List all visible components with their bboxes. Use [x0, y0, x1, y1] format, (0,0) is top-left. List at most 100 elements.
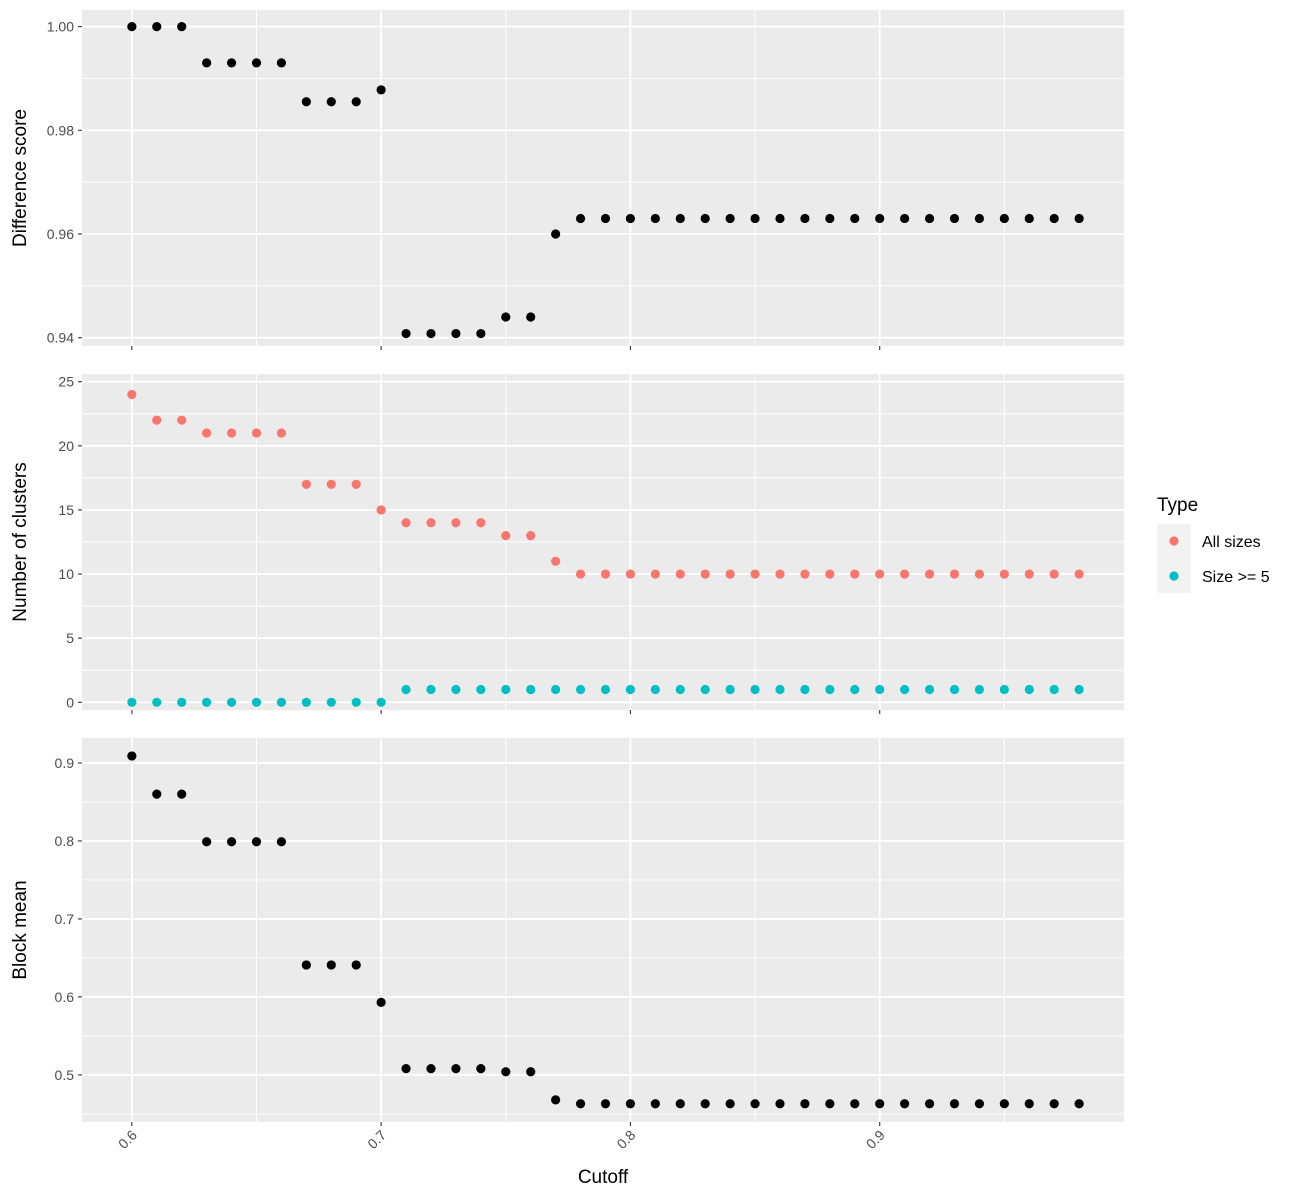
legend-key: [1169, 571, 1179, 581]
data-point: [226, 837, 237, 847]
data-point: [526, 1067, 536, 1077]
data-point: [825, 1099, 835, 1109]
data-point: [949, 569, 960, 579]
data-point: [376, 85, 386, 95]
data-point: [301, 697, 311, 707]
x-tick-label: 0.8: [613, 1127, 638, 1152]
data-point: [426, 328, 436, 339]
data-point: [152, 415, 162, 425]
data-point: [924, 213, 935, 224]
data-point: [401, 518, 411, 528]
series-clusters-1: [127, 684, 1084, 707]
data-point: [152, 21, 162, 32]
data-point: [900, 1099, 910, 1109]
data-point: [650, 1099, 660, 1109]
data-point: [152, 789, 162, 799]
data-point: [750, 1099, 760, 1109]
data-point: [1024, 213, 1034, 224]
y-tick-label: 1.00: [47, 19, 74, 35]
data-point: [949, 684, 960, 695]
data-point: [1024, 1099, 1034, 1109]
data-point: [700, 684, 710, 695]
data-point: [401, 1064, 411, 1074]
data-point: [301, 960, 311, 970]
data-point: [476, 518, 486, 528]
y-tick-label: 25: [58, 374, 74, 390]
legend: Type All sizes Size >= 5: [1157, 495, 1270, 593]
data-point: [326, 479, 336, 489]
data-point: [900, 213, 910, 224]
data-point: [775, 569, 785, 579]
x-axis-title: Cutoff: [578, 1167, 629, 1188]
legend-label: All sizes: [1202, 534, 1261, 551]
data-point: [251, 697, 262, 707]
data-point: [800, 1099, 810, 1109]
data-point: [650, 569, 660, 579]
data-point: [949, 1099, 960, 1109]
y-tick-label: 0.5: [55, 1067, 75, 1083]
data-point: [301, 479, 311, 489]
data-point: [900, 684, 910, 695]
data-point: [177, 789, 187, 799]
data-point: [551, 684, 561, 695]
data-point: [376, 697, 386, 707]
data-point: [276, 428, 287, 438]
data-point: [501, 312, 511, 322]
data-point: [476, 328, 486, 339]
data-point: [301, 97, 311, 107]
data-point: [202, 428, 212, 438]
y-tick-label: 5: [66, 630, 74, 646]
data-point: [850, 213, 860, 224]
data-point: [650, 213, 660, 224]
data-point: [825, 684, 835, 695]
panel-clusters: 0 5 10 15 20 25 Number of clusters: [10, 374, 1124, 714]
series-blockmean-0: [127, 751, 1084, 1109]
data-point: [700, 569, 710, 579]
data-point: [999, 569, 1009, 579]
data-point: [700, 1099, 710, 1109]
data-point: [426, 684, 436, 695]
data-point: [276, 697, 287, 707]
data-point: [625, 1099, 636, 1109]
data-point: [725, 569, 735, 579]
data-point: [575, 684, 586, 695]
data-point: [202, 58, 212, 68]
data-point: [800, 213, 810, 224]
data-point: [526, 684, 536, 695]
data-point: [276, 58, 287, 68]
x-tick-label: 0.7: [364, 1127, 389, 1152]
data-point: [600, 213, 611, 224]
panel-background: [82, 10, 1124, 346]
data-point: [351, 97, 361, 107]
data-point: [1049, 684, 1059, 695]
y-tick-label: 0.98: [47, 122, 74, 138]
data-point: [775, 684, 785, 695]
data-point: [476, 1064, 486, 1074]
panel-difference: 0.94 0.96 0.98 1.00 Difference score: [10, 10, 1124, 350]
data-point: [1074, 1099, 1084, 1109]
data-point: [451, 518, 461, 528]
y-tick-label: 0.7: [55, 911, 75, 927]
data-point: [451, 684, 461, 695]
data-point: [924, 1099, 935, 1109]
data-point: [376, 997, 386, 1007]
data-point: [251, 58, 262, 68]
data-point: [775, 1099, 785, 1109]
data-point: [999, 684, 1009, 695]
data-point: [675, 1099, 685, 1109]
data-point: [575, 213, 586, 224]
data-point: [650, 684, 660, 695]
data-point: [924, 569, 935, 579]
data-point: [451, 328, 461, 339]
data-point: [376, 505, 386, 515]
data-point: [974, 569, 985, 579]
data-point: [351, 479, 361, 489]
data-point: [226, 58, 237, 68]
data-point: [401, 328, 411, 339]
data-point: [226, 428, 237, 438]
legend-key-background: [1157, 524, 1191, 593]
y-tick-label: 0.96: [47, 226, 74, 242]
data-point: [900, 569, 910, 579]
data-point: [700, 213, 710, 224]
